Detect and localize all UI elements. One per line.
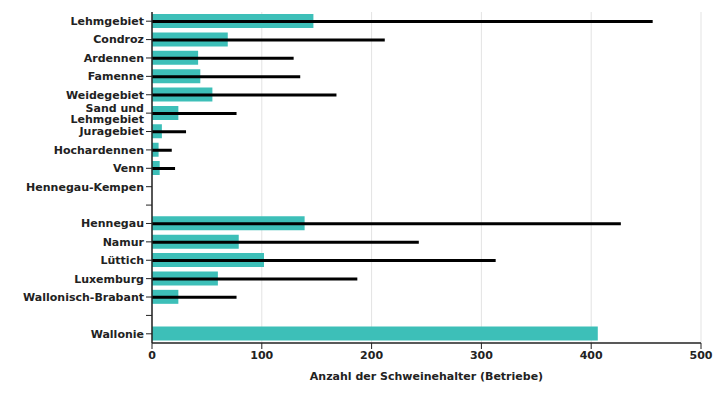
svg-text:Sand undLehmgebiet: Sand undLehmgebiet — [71, 102, 144, 126]
svg-text:100: 100 — [250, 349, 273, 362]
svg-text:Condroz: Condroz — [93, 33, 144, 46]
svg-text:Hennegau: Hennegau — [81, 217, 144, 230]
svg-text:Luxemburg: Luxemburg — [74, 273, 144, 286]
svg-text:Juragebiet: Juragebiet — [79, 125, 144, 138]
svg-text:300: 300 — [470, 349, 493, 362]
svg-text:Hochardennen: Hochardennen — [54, 144, 144, 157]
svg-text:Lehmgebiet: Lehmgebiet — [71, 15, 144, 28]
svg-text:Lüttich: Lüttich — [101, 254, 144, 267]
svg-text:Wallonisch-Brabant: Wallonisch-Brabant — [23, 291, 144, 304]
svg-text:Wallonie: Wallonie — [91, 328, 144, 341]
svg-text:Venn: Venn — [113, 162, 144, 175]
svg-text:200: 200 — [360, 349, 383, 362]
svg-text:Hennegau-Kempen: Hennegau-Kempen — [26, 181, 144, 194]
svg-text:Ardennen: Ardennen — [84, 52, 144, 65]
svg-text:Famenne: Famenne — [88, 70, 144, 83]
svg-text:500: 500 — [690, 349, 713, 362]
svg-text:0: 0 — [148, 349, 156, 362]
svg-text:Namur: Namur — [103, 236, 145, 249]
svg-text:Anzahl der Schweinehalter (Bet: Anzahl der Schweinehalter (Betriebe) — [310, 370, 543, 383]
svg-text:Weidegebiet: Weidegebiet — [66, 89, 144, 102]
svg-text:400: 400 — [580, 349, 603, 362]
